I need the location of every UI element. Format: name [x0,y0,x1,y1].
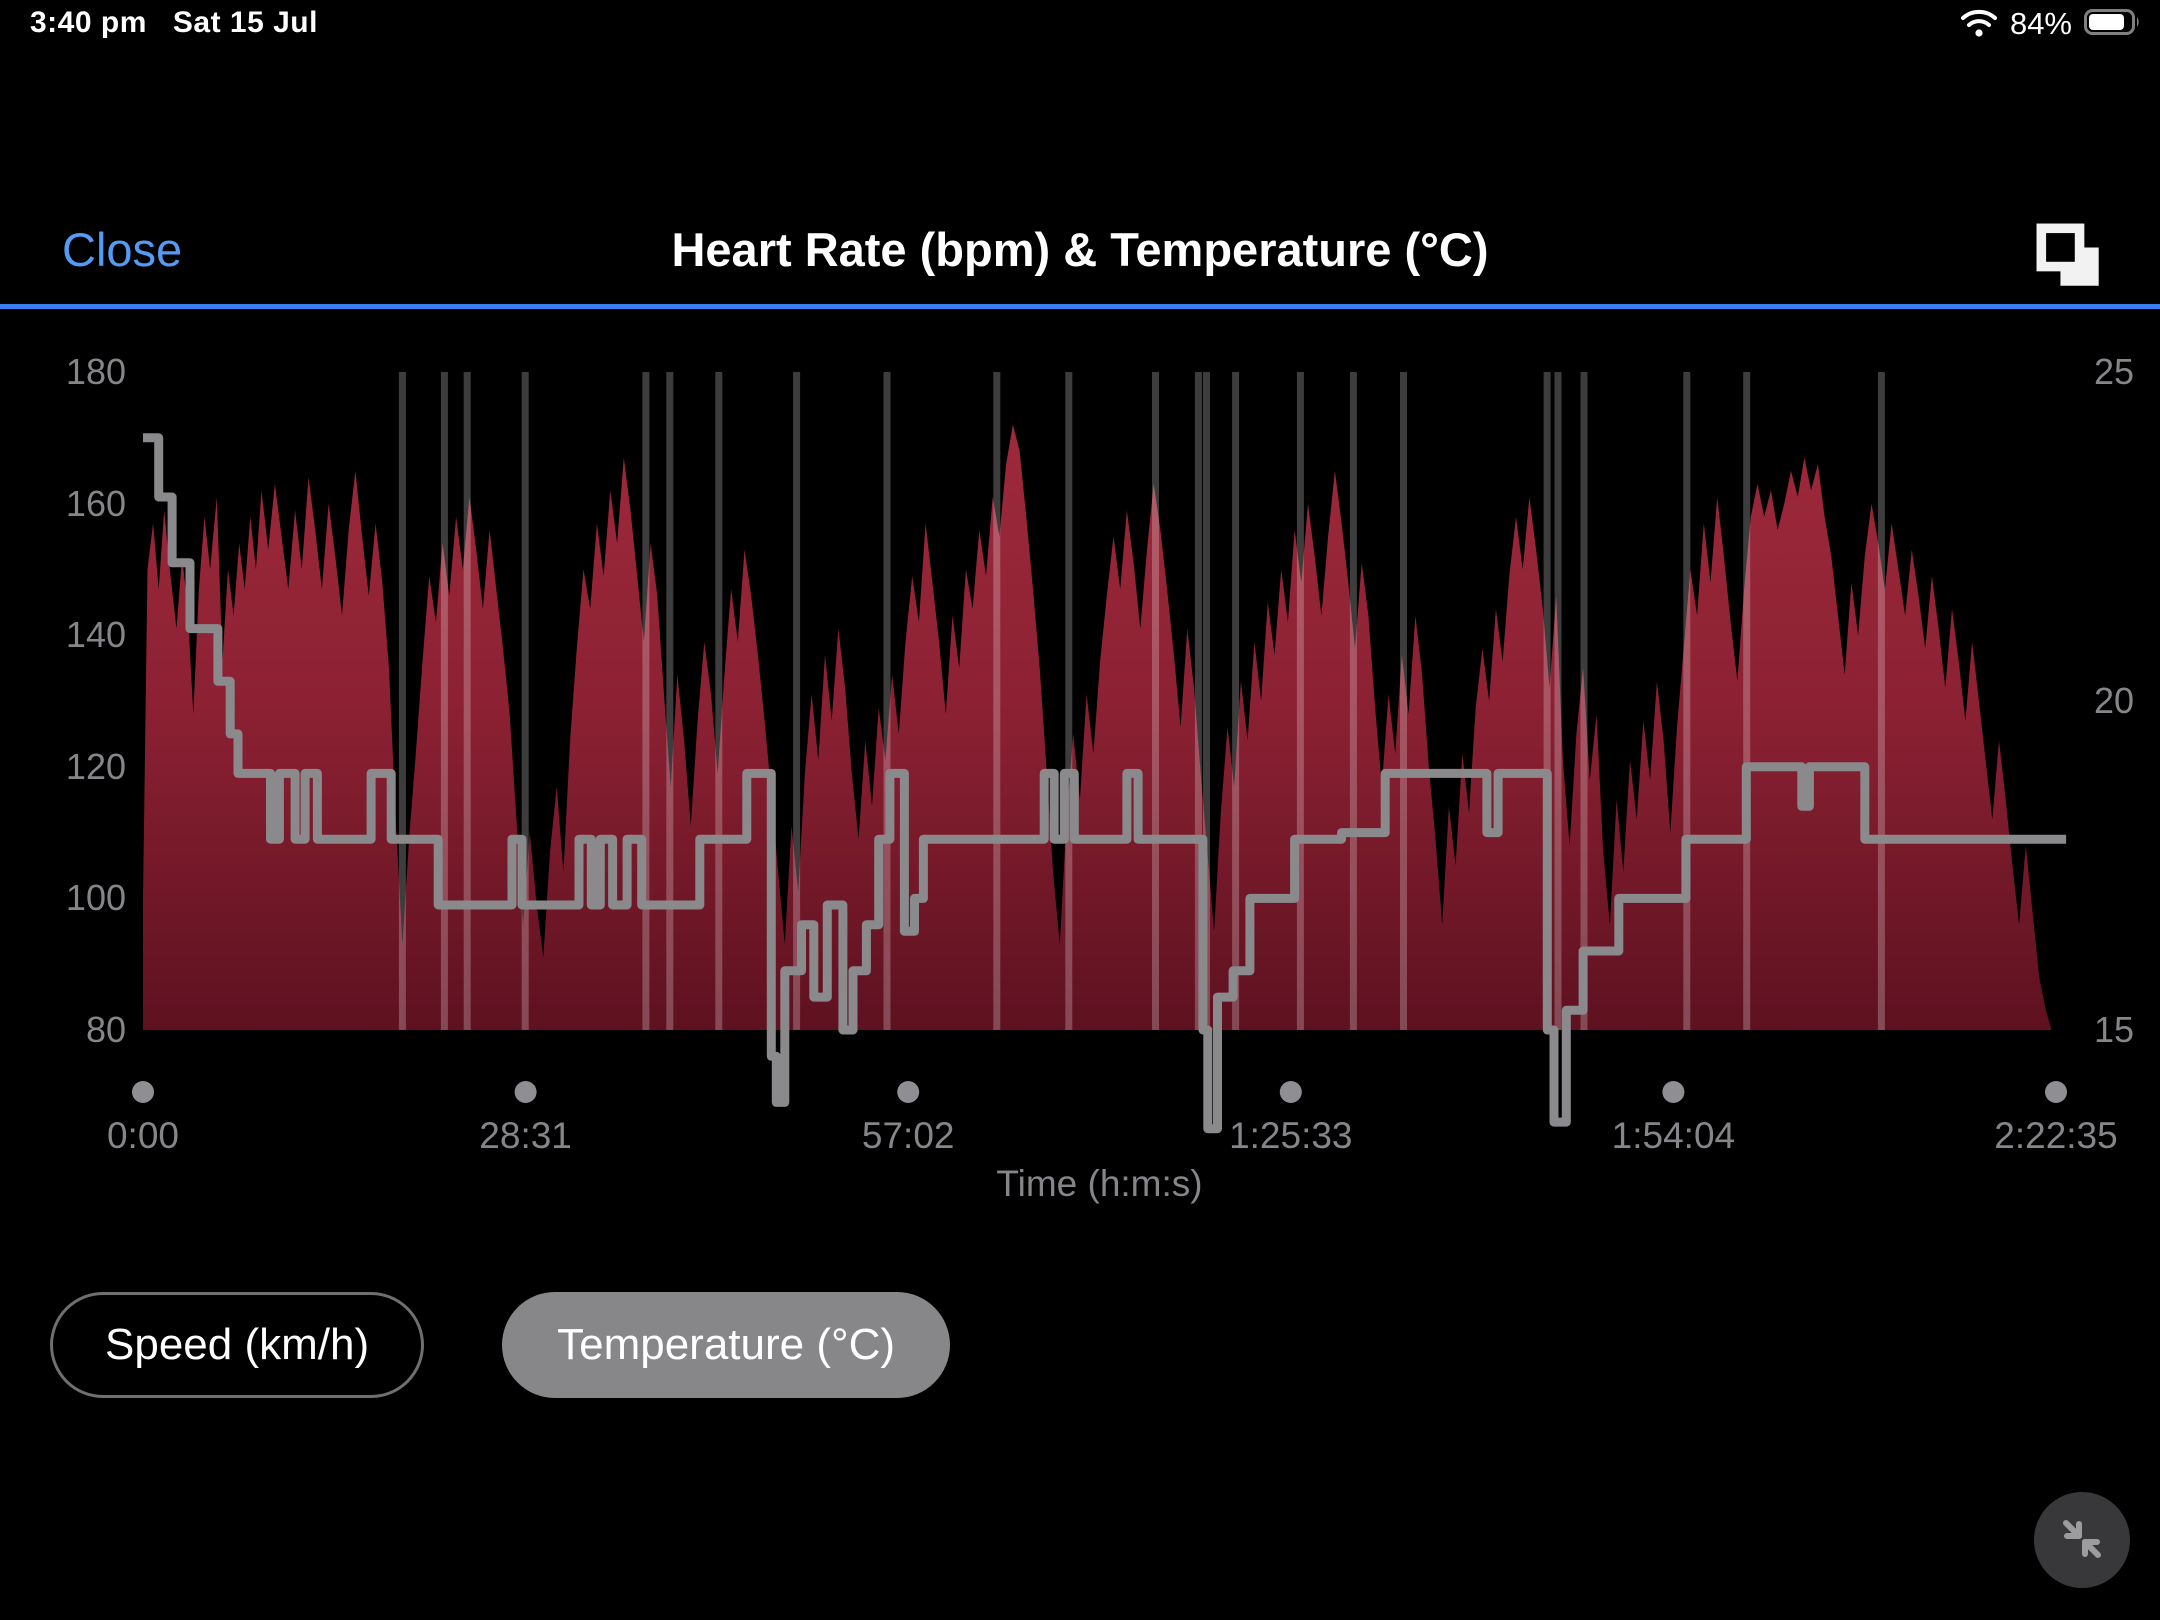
status-date: Sat 15 Jul [172,6,318,39]
speed-toggle-button[interactable]: Speed (km/h) [50,1292,425,1398]
event-line [1194,372,1202,1030]
series-toggles: Speed (km/h) Temperature (°C) [50,1292,951,1398]
hr-area-series [143,424,2052,1031]
event-line [1065,372,1073,1030]
temperature-toggle-button[interactable]: Temperature (°C) [502,1292,951,1398]
event-line [1400,372,1407,1030]
x-tick-dot [1279,1081,1302,1103]
x-tick-dot [1662,1081,1685,1103]
event-line [883,372,891,1030]
status-right: 84% [1960,6,2142,42]
y-left-tick-label: 100 [66,877,126,918]
event-line [715,372,723,1030]
chart-area[interactable]: 180 160 140 120 100 80 25 20 15 0:00 28:31 57:02 1… [0,309,2160,1209]
event-line [1554,372,1562,1030]
y-left-axis: 180 160 140 120 100 80 [66,351,126,1050]
x-tick-label: 1:25:33 [1229,1115,1352,1156]
event-line [642,372,650,1030]
event-line [1296,372,1304,1030]
layers-icon [2036,223,2104,294]
event-line [521,372,529,1030]
collapse-button[interactable] [2034,1492,2130,1588]
event-line [440,372,448,1030]
x-tick-label: 28:31 [479,1115,572,1156]
x-tick-dot [2045,1081,2067,1103]
event-line [1349,372,1357,1030]
event-line [1203,372,1210,1030]
chart-plot[interactable]: 180 160 140 120 100 80 25 20 15 0:00 28:31 57:02 1… [0,309,2160,1209]
status-bar: 3:40 pm Sat 15 Jul 84% [0,0,2160,44]
x-axis-title: Time (h:m:s) [996,1163,1203,1204]
event-line [993,372,1001,1030]
x-tick-dot [897,1081,920,1103]
status-left: 3:40 pm Sat 15 Jul [30,6,318,40]
status-time: 3:40 pm [30,6,147,39]
event-line [1232,372,1240,1030]
y-right-axis: 25 20 15 [2094,351,2134,1050]
x-tick-label: 0:00 [107,1115,179,1156]
x-tick-label: 57:02 [862,1115,955,1156]
layers-button[interactable] [2030,218,2110,298]
y-right-tick-label: 15 [2094,1009,2134,1050]
battery-percent-label: 84% [2009,6,2072,41]
x-tick-label: 2:22:35 [1994,1115,2117,1156]
event-line [666,372,674,1030]
close-button[interactable]: Close [62,223,183,276]
wifi-icon [1960,7,1998,42]
collapse-arrows-icon [2052,1509,2112,1572]
y-left-tick-label: 80 [86,1009,126,1050]
event-line [1683,372,1691,1030]
y-left-tick-label: 160 [66,483,126,524]
event-line [1152,372,1159,1030]
y-left-tick-label: 120 [66,746,126,787]
event-lines [398,372,1885,1030]
event-line [1543,372,1551,1030]
event-line [1877,372,1885,1030]
y-left-tick-label: 180 [66,351,126,392]
temperature-line-series [143,433,2067,1134]
y-right-tick-label: 20 [2094,680,2134,721]
event-line [1743,372,1751,1030]
header-divider [0,304,2160,309]
battery-icon [2084,7,2142,42]
event-line [398,372,406,1030]
x-axis-ticks: 0:00 28:31 57:02 1:25:33 1:54:04 2:22:35 [107,1081,2118,1156]
x-tick-dot [514,1081,537,1103]
y-left-tick-label: 140 [66,614,126,655]
y-right-tick-label: 25 [2094,351,2134,392]
event-line [793,372,801,1030]
event-line [463,372,471,1030]
page-title: Heart Rate (bpm) & Temperature (°C) [671,223,1489,276]
x-tick-label: 1:54:04 [1612,1115,1735,1156]
x-tick-dot [132,1081,154,1103]
event-line [1580,372,1588,1030]
